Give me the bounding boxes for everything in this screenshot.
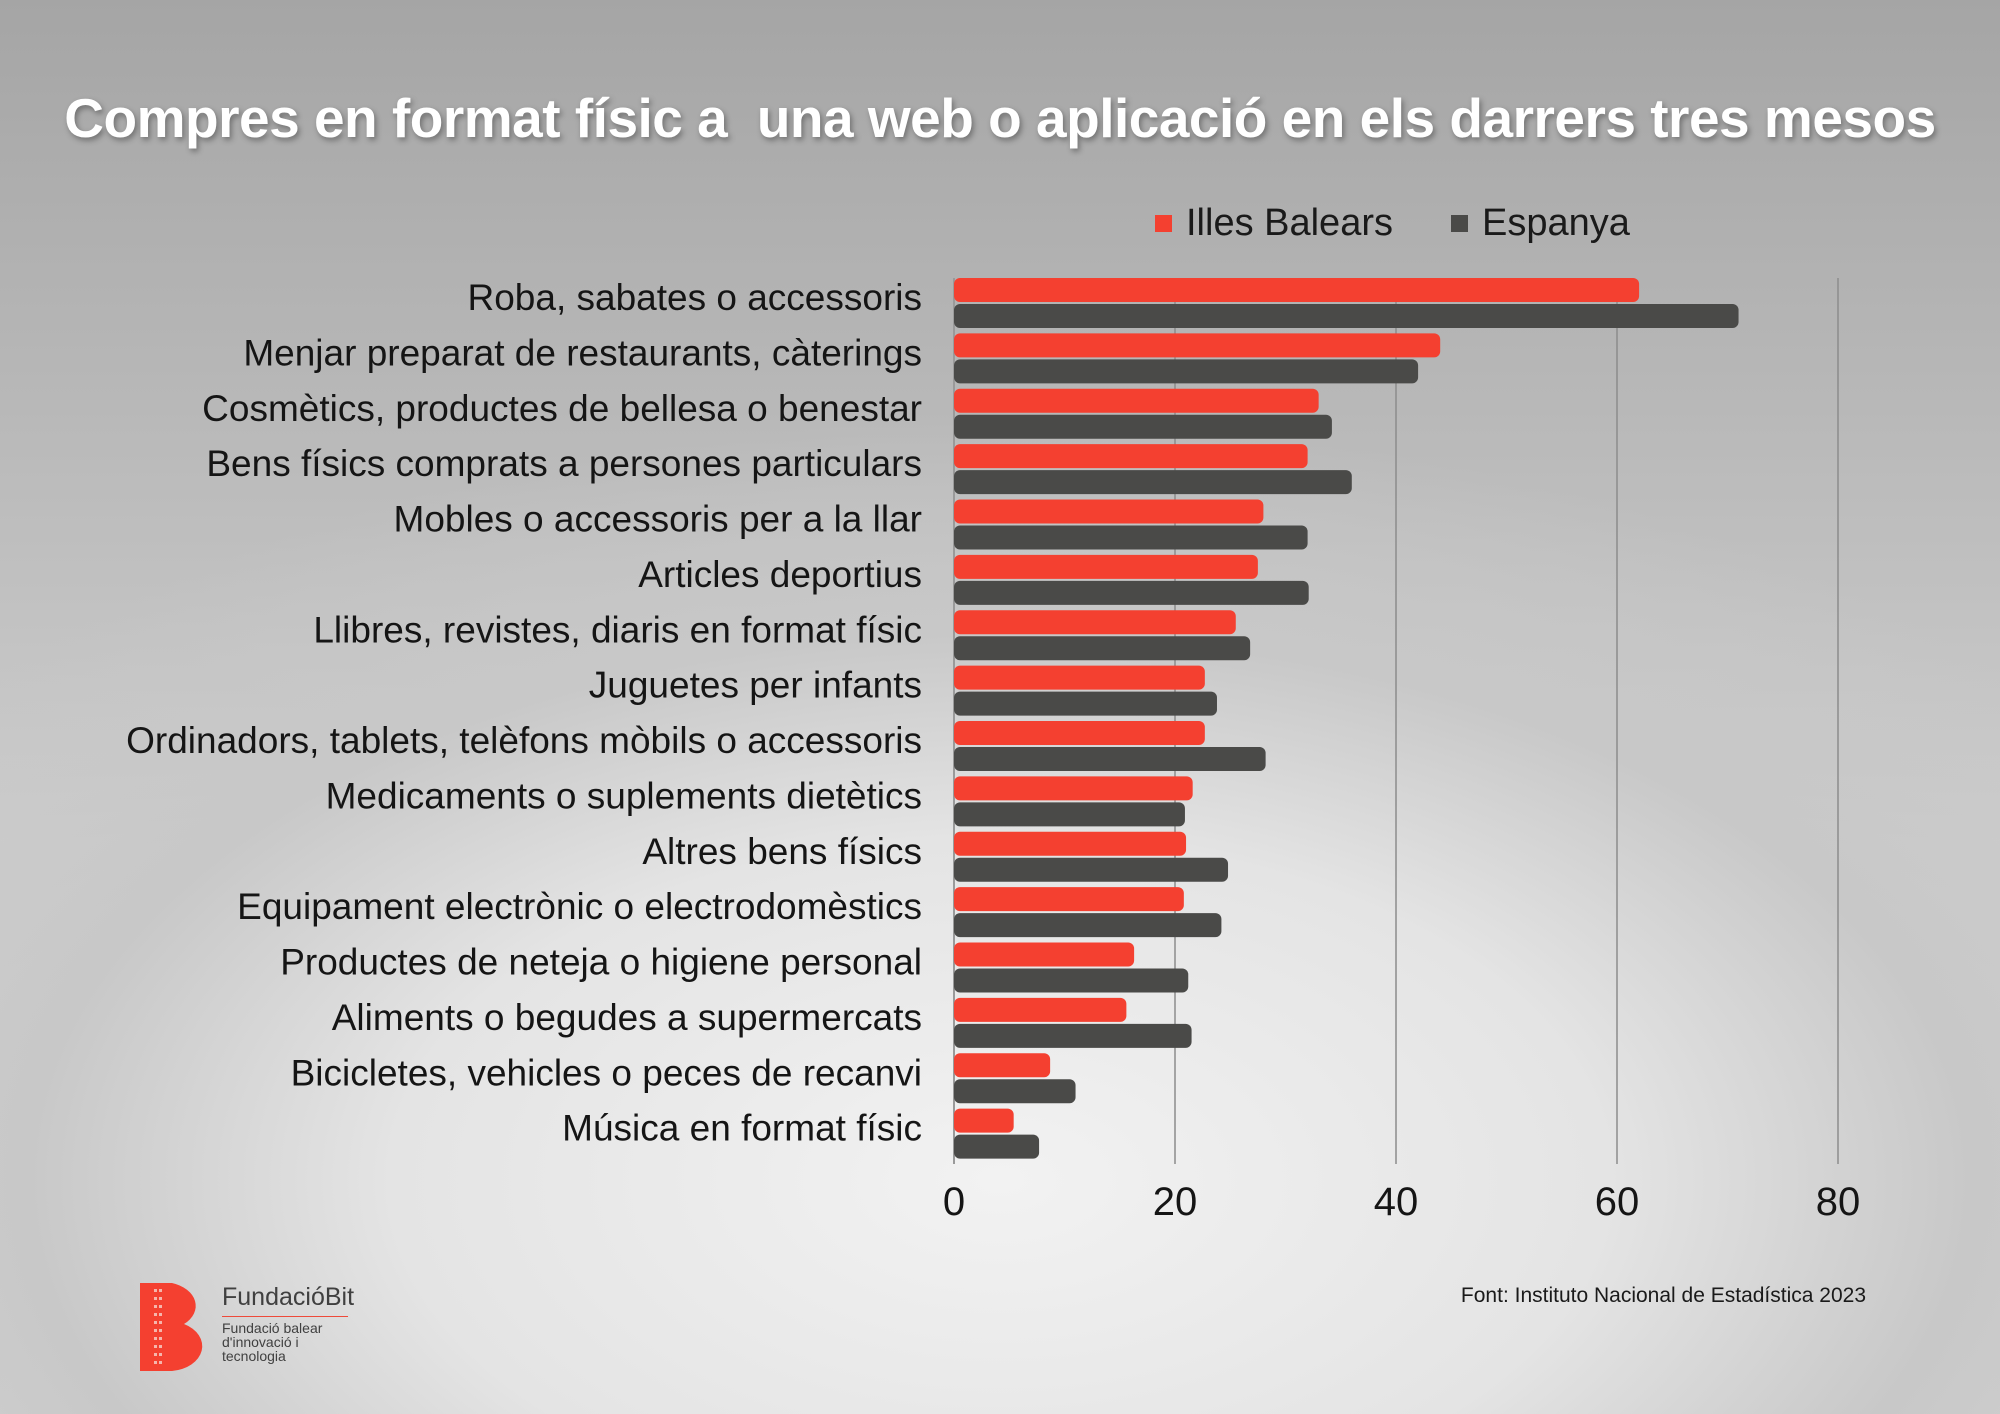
fundaciobit-logo: FundacióBit Fundació balear d'innovació …: [140, 1283, 380, 1373]
logo-divider: [222, 1316, 348, 1317]
x-tick-label: 20: [1153, 1180, 1198, 1224]
category-label: Equipament electrònic o electrodomèstics: [237, 886, 922, 927]
bar-espanya: [954, 414, 1332, 439]
bar-illes-balears: [954, 554, 1258, 579]
x-tick-label: 0: [943, 1180, 965, 1224]
bar-illes-balears: [954, 278, 1640, 302]
category-label: Productes de neteja o higiene personal: [280, 942, 922, 983]
x-tick-label: 80: [1816, 1180, 1861, 1224]
category-label: Llibres, revistes, diaris en format físi…: [313, 609, 922, 650]
category-label: Altres bens físics: [642, 831, 922, 872]
bar-espanya: [954, 359, 1419, 384]
category-label: Aliments o begudes a supermercats: [332, 997, 922, 1038]
bar-espanya: [954, 857, 1229, 882]
bar-illes-balears: [954, 1108, 1014, 1133]
category-label: Bens físics comprats a persones particul…: [206, 443, 922, 484]
category-label: Mobles o accessoris per a la llar: [394, 499, 923, 540]
bar-espanya: [954, 747, 1266, 771]
chart-title: Compres en format físic a una web o apli…: [64, 87, 1936, 149]
logo-b-icon: [140, 1283, 203, 1371]
logo-subtitle-line: d'innovació i: [222, 1334, 299, 1350]
bar-illes-balears: [954, 831, 1187, 856]
bar-espanya: [954, 1079, 1076, 1104]
logo-name: FundacióBit: [222, 1283, 355, 1311]
bar-illes-balears: [954, 887, 1184, 912]
legend-swatch-espanya: [1451, 215, 1468, 232]
bar-espanya: [954, 802, 1185, 827]
legend-label-espanya: Espanya: [1482, 202, 1630, 244]
source-note: Font: Instituto Nacional de Estadística …: [1460, 1284, 1866, 1307]
x-tick-label: 60: [1595, 1180, 1640, 1224]
bar-illes-balears: [954, 721, 1205, 745]
category-label: Música en format físic: [562, 1108, 922, 1149]
legend-swatch-illes-balears: [1155, 215, 1172, 232]
logo-subtitle-line: tecnologia: [222, 1348, 286, 1364]
logo-subtitle: Fundació balear d'innovació i tecnologia: [222, 1321, 372, 1363]
bar-espanya: [954, 1023, 1192, 1048]
bar-espanya: [954, 968, 1189, 993]
bar-illes-balears: [954, 499, 1264, 524]
bar-espanya: [954, 304, 1739, 328]
bar-illes-balears: [954, 333, 1441, 358]
bar-espanya: [954, 525, 1308, 550]
bar-illes-balears: [954, 1053, 1051, 1078]
legend-item-espanya: Espanya: [1451, 202, 1630, 245]
category-label: Articles deportius: [638, 554, 922, 595]
bar-espanya: [954, 1134, 1040, 1159]
logo-subtitle-line: Fundació balear: [222, 1320, 323, 1336]
bar-espanya: [954, 636, 1251, 661]
x-tick-label: 40: [1374, 1180, 1419, 1224]
bar-illes-balears: [954, 997, 1127, 1022]
legend-item-illes-balears: Illes Balears: [1155, 202, 1393, 245]
bar-illes-balears: [954, 388, 1319, 413]
category-label: Cosmètics, productes de bellesa o benest…: [202, 388, 922, 429]
bar-illes-balears: [954, 942, 1135, 967]
category-label: Medicaments o suplements dietètics: [326, 775, 922, 816]
legend-label-illes-balears: Illes Balears: [1186, 202, 1393, 244]
category-label: Juguetes per infants: [589, 665, 922, 706]
bar-illes-balears: [954, 665, 1205, 690]
category-label: Menjar preparat de restaurants, càtering…: [243, 332, 922, 373]
bar-illes-balears: [954, 444, 1308, 469]
bar-illes-balears: [954, 776, 1193, 801]
bar-espanya: [954, 580, 1309, 605]
bar-espanya: [954, 470, 1352, 495]
bar-illes-balears: [954, 610, 1236, 635]
category-label: Roba, sabates o accessoris: [467, 277, 922, 318]
bar-espanya: [954, 913, 1222, 938]
bar-espanya: [954, 691, 1217, 716]
category-label: Bicicletes, vehicles o peces de recanvi: [291, 1052, 922, 1093]
category-label: Ordinadors, tablets, telèfons mòbils o a…: [126, 720, 922, 761]
